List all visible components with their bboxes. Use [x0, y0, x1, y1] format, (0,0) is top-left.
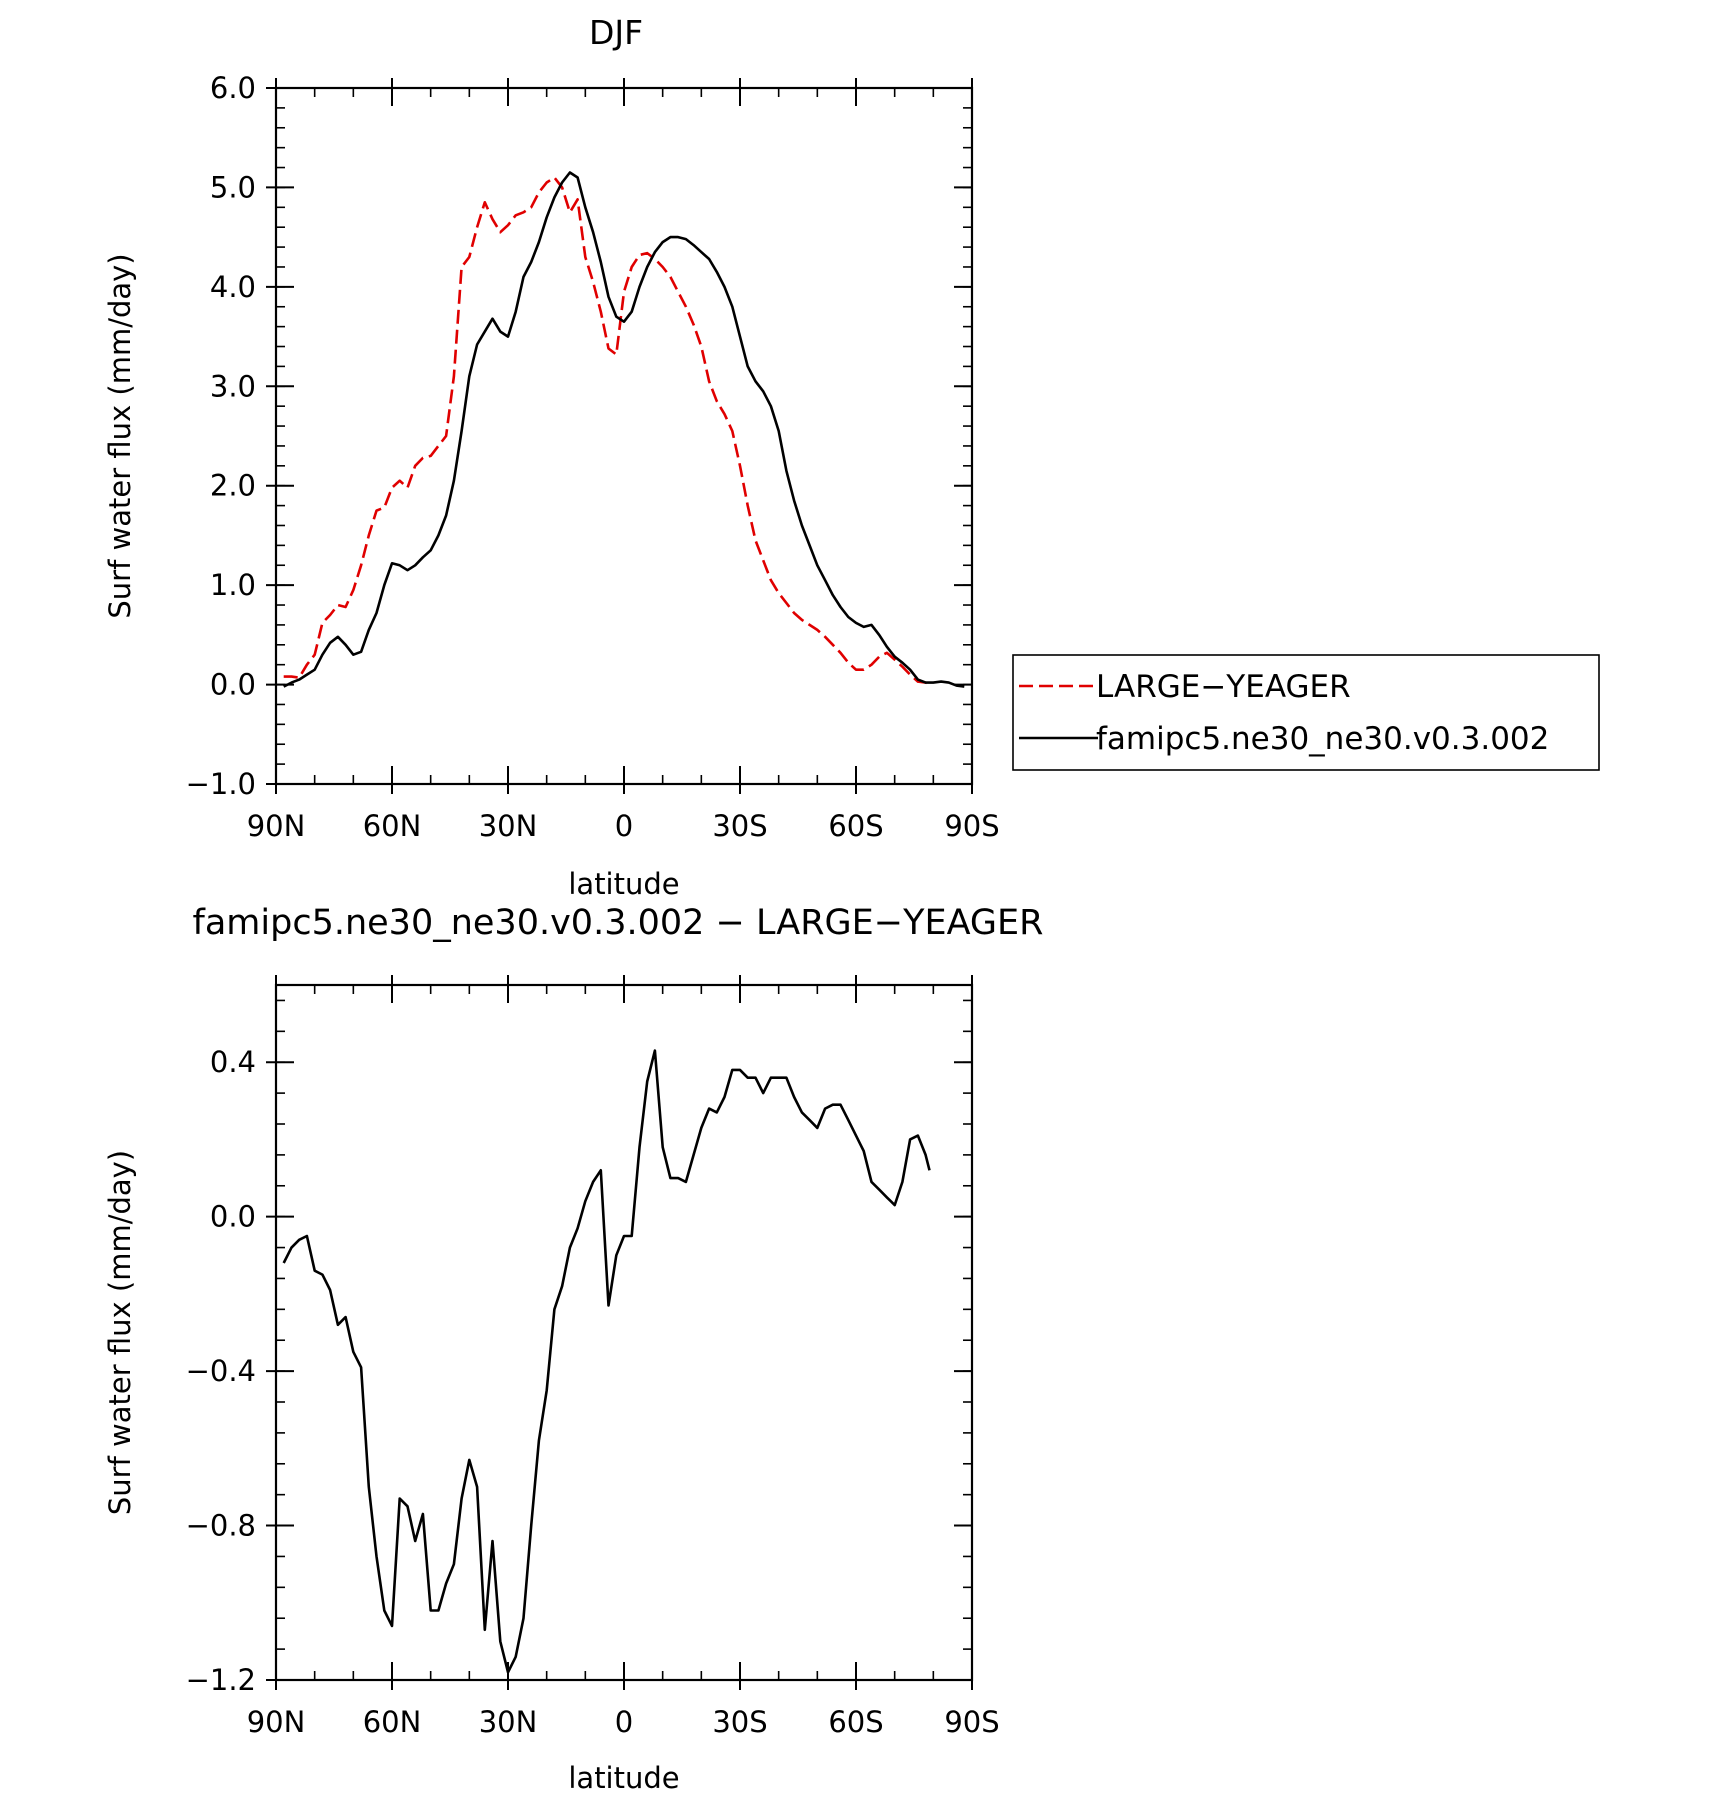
x-tick-label: 90S: [944, 1705, 999, 1739]
legend-label-1: famipc5.ne30_ne30.v0.3.002: [1096, 721, 1549, 757]
x-tick-label: 90N: [247, 1705, 306, 1739]
x-tick-label: 60N: [363, 809, 422, 843]
plot-frame: [274, 86, 974, 786]
y-axis-label: Surf water flux (mm/day): [103, 253, 137, 618]
y-tick-label: 0.0: [210, 1200, 256, 1234]
x-tick-label: 90S: [944, 809, 999, 843]
x-tick-label: 0: [615, 809, 633, 843]
series-line-0: [282, 1049, 931, 1674]
x-tick-label: 30S: [712, 1705, 767, 1739]
y-tick-label: 0.4: [210, 1045, 256, 1079]
x-tick-label: 60S: [828, 809, 883, 843]
chart-title: DJF: [589, 13, 643, 52]
y-tick-label: 5.0: [210, 170, 256, 204]
y-tick-label: −1.2: [186, 1663, 256, 1697]
y-tick-label: 2.0: [210, 469, 256, 503]
legend: LARGE−YEAGER famipc5.ne30_ne30.v0.3.002: [1012, 654, 1600, 771]
y-tick-label: −0.8: [186, 1509, 256, 1543]
x-tick-label: 30N: [479, 1705, 538, 1739]
y-axis-label: Surf water flux (mm/day): [103, 1150, 137, 1515]
y-tick-label: −0.4: [186, 1354, 256, 1388]
legend-box: [1012, 654, 1600, 771]
x-tick-label: 60S: [828, 1705, 883, 1739]
series-line-1: [283, 171, 965, 688]
y-tick-label: −1.0: [186, 767, 256, 801]
bottom-panel-difference: −1.2 −0.8 −0.4 0.0 0.4 90N 60N 30N 0 30S 60S 90S fam…: [103, 903, 1043, 1795]
x-tick-label: 30S: [712, 809, 767, 843]
chart-title: famipc5.ne30_ne30.v0.3.002 − LARGE−YEAGE…: [193, 903, 1044, 943]
x-tick-label: 90N: [247, 809, 306, 843]
x-tick-label: 30N: [479, 809, 538, 843]
y-tick-label: 0.0: [210, 668, 256, 702]
y-tick-label: 3.0: [210, 369, 256, 403]
legend-label-0: LARGE−YEAGER: [1096, 669, 1351, 705]
x-tick-label: 60N: [363, 1705, 422, 1739]
series-line-0: [283, 176, 930, 685]
y-tick-label: 1.0: [210, 568, 256, 602]
y-tick-label: 6.0: [210, 71, 256, 105]
x-tick-label: 0: [615, 1705, 633, 1739]
y-tick-label: 4.0: [210, 270, 256, 304]
x-axis-label: latitude: [568, 867, 679, 901]
x-axis-label: latitude: [568, 1761, 679, 1795]
top-panel-djf: −1.0 0.0 1.0 2.0 3.0 4.0 5.0 6.0 90N 60N 30N 0 30S 60…: [103, 13, 1600, 901]
